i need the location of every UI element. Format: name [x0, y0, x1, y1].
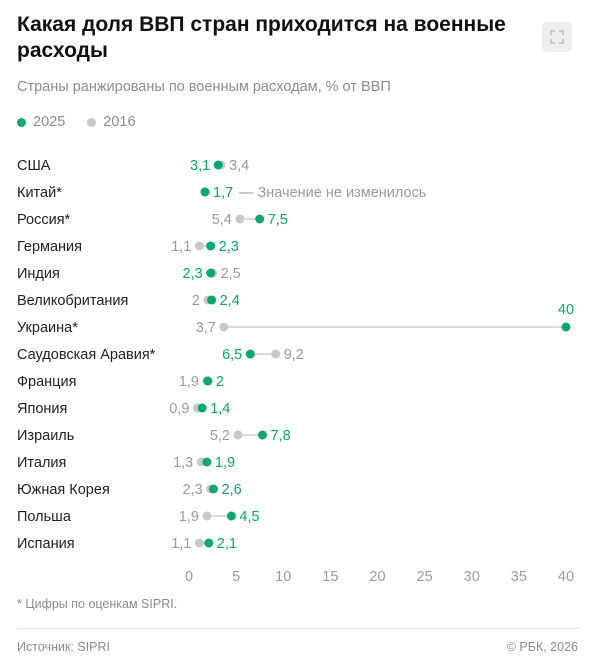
country-label: США: [17, 158, 51, 174]
value-label-2025: 1,4: [210, 401, 230, 417]
dot-2025: [209, 484, 219, 494]
country-label: Польша: [17, 509, 72, 525]
dot-2025: [206, 241, 216, 251]
value-label-2025: 2: [216, 374, 224, 390]
x-tick-label: 30: [464, 569, 480, 585]
value-label-2016: 5,4: [212, 212, 232, 228]
x-tick-label: 10: [275, 569, 291, 585]
country-label: Россия*: [17, 212, 71, 228]
value-label-2016: 3,4: [229, 158, 249, 174]
dot-2025: [206, 268, 216, 278]
legend-item-2025: 2025: [17, 114, 65, 130]
legend-label-2016: 2016: [103, 114, 136, 130]
dot-2016: [233, 430, 243, 440]
value-label-2025: 2,3: [183, 266, 203, 282]
dumbbell-chart: США 3,4 3,1 Китай* 1,7 — Значение не изменило…: [17, 158, 574, 585]
x-tick-label: 15: [322, 569, 338, 585]
dot-2025: [226, 511, 236, 521]
legend-item-2016: 2016: [87, 114, 136, 130]
dot-2025: [197, 403, 207, 413]
value-label-2016: 1,9: [179, 374, 199, 390]
dot-2025: [204, 538, 214, 548]
dot-2025: [213, 160, 223, 170]
country-label: Испания: [17, 536, 75, 552]
chart-subtitle: Страны ранжированы по военным расходам, …: [17, 79, 391, 95]
dot-2025: [258, 430, 268, 440]
expand-icon: [550, 30, 564, 44]
value-label-2025: 2,4: [220, 293, 240, 309]
value-label-2025: 4,5: [239, 509, 259, 525]
country-label: Южная Корея: [17, 482, 110, 498]
value-label-2016: 5,2: [210, 428, 230, 444]
country-label: Саудовская Аравия*: [17, 347, 156, 363]
expand-button[interactable]: [542, 22, 572, 52]
country-label: Германия: [17, 239, 82, 255]
dot-2016: [271, 349, 281, 359]
dot-2025: [202, 457, 212, 467]
value-label-2016: 0,9: [169, 401, 189, 417]
value-label-2016: 2: [192, 293, 200, 309]
source-text: Источник: SIPRI: [17, 640, 110, 654]
x-tick-label: 5: [232, 569, 240, 585]
value-label-2025: 2,6: [222, 482, 242, 498]
legend-marker-2016: [87, 117, 97, 127]
x-tick-label: 20: [369, 569, 385, 585]
dot-2016: [194, 241, 204, 251]
value-label-2025: 2,3: [219, 239, 239, 255]
value-label-2016: 2,5: [221, 266, 241, 282]
country-label: Украина*: [17, 320, 78, 336]
value-label-2016: 9,2: [284, 347, 304, 363]
dot-2025: [245, 349, 255, 359]
dot-2025: [200, 187, 210, 197]
x-tick-label: 35: [511, 569, 527, 585]
copyright-text: © РБК, 2026: [506, 640, 578, 654]
footer-divider: [17, 628, 579, 629]
footnote: * Цифры по оценкам SIPRI.: [17, 597, 178, 611]
dot-2016: [194, 538, 204, 548]
country-label: Израиль: [17, 428, 74, 444]
country-label: Франция: [17, 374, 76, 390]
chart-title: Какая доля ВВП стран приходится на военн…: [17, 13, 506, 62]
dot-2025: [561, 322, 571, 332]
dot-2025: [203, 376, 213, 386]
x-tick-label: 0: [185, 569, 193, 585]
value-label-2016: 1,3: [173, 455, 193, 471]
x-tick-label: 40: [558, 569, 574, 585]
unchanged-note: — Значение не изменилось: [239, 185, 426, 201]
value-label-2025: 7,8: [271, 428, 291, 444]
dot-2025: [255, 214, 265, 224]
dot-2016: [235, 214, 245, 224]
dot-2016: [219, 322, 229, 332]
value-label-2025: 2,1: [217, 536, 237, 552]
value-label-2025: 40: [558, 302, 574, 318]
legend-label-2025: 2025: [33, 114, 66, 130]
value-label-2025: 1,9: [215, 455, 235, 471]
value-label-2025: 7,5: [268, 212, 288, 228]
value-label-2016: 1,1: [171, 536, 191, 552]
value-label-2016: 1,9: [179, 509, 199, 525]
dot-2025: [207, 295, 217, 305]
country-label: Индия: [17, 266, 60, 282]
value-label-2025: 3,1: [190, 158, 210, 174]
country-label: Япония: [17, 401, 67, 417]
country-label: Италия: [17, 455, 66, 471]
legend-marker-2025: [17, 117, 26, 127]
country-label: Китай*: [17, 185, 62, 201]
legend: 2025 2016: [17, 114, 136, 130]
value-label-2016: 3,7: [196, 320, 216, 336]
x-tick-label: 25: [417, 569, 433, 585]
value-label-2025: 1,7: [213, 185, 233, 201]
dot-2016: [202, 511, 212, 521]
value-label-2016: 1,1: [171, 239, 191, 255]
country-label: Великобритания: [17, 293, 128, 309]
value-label-2025: 6,5: [222, 347, 242, 363]
value-label-2016: 2,3: [183, 482, 203, 498]
